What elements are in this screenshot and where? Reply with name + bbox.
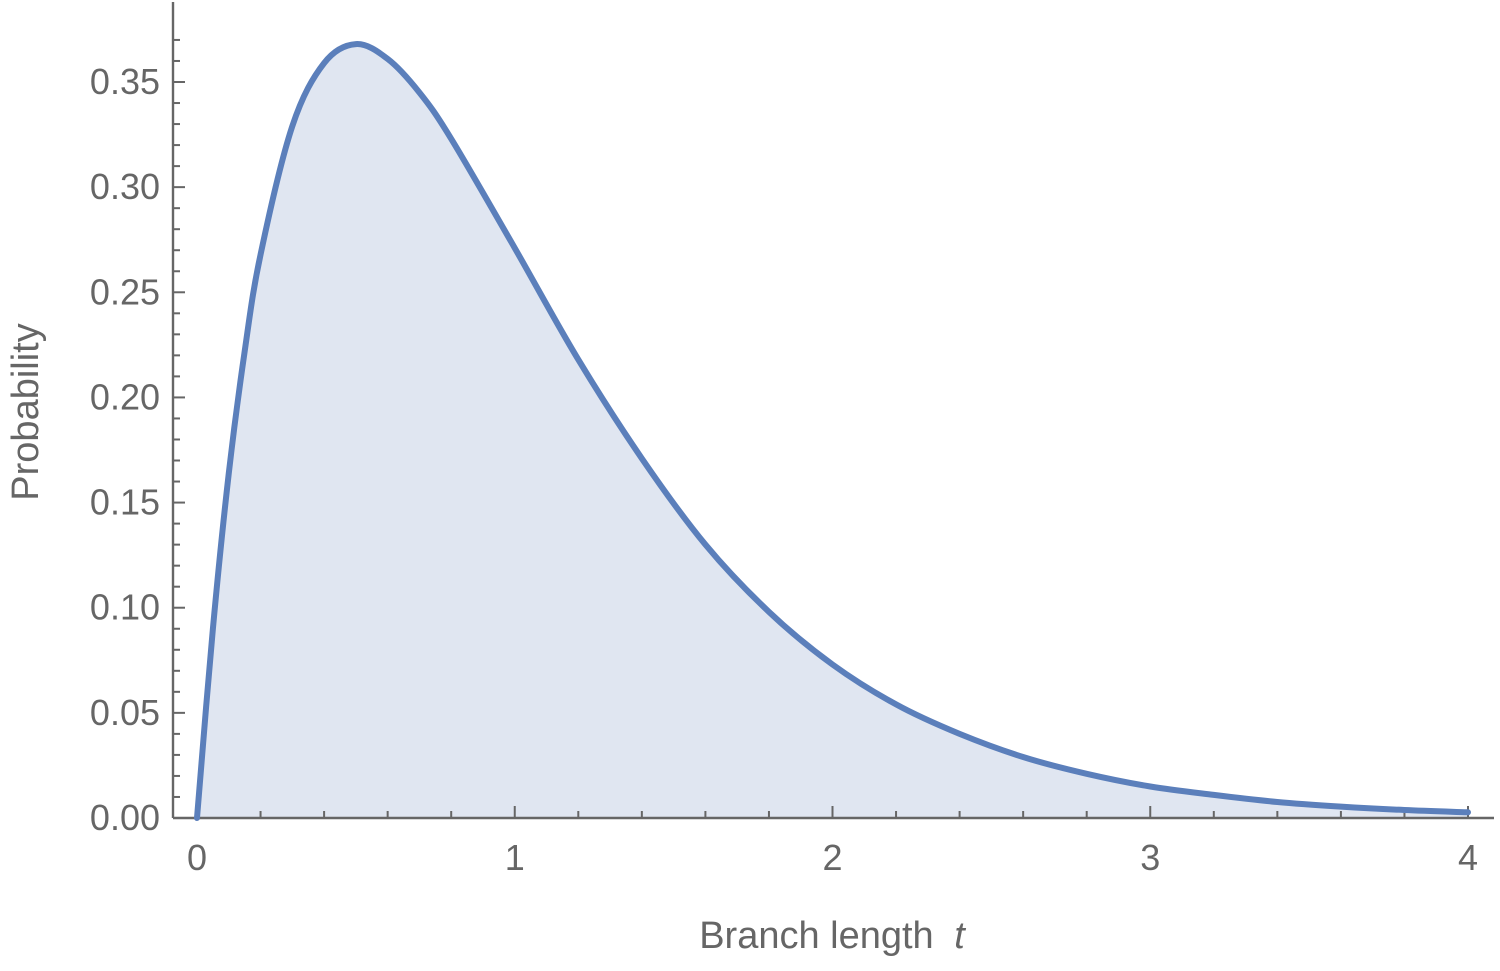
x-tick-label: 3: [1140, 837, 1160, 878]
area-layer: [197, 44, 1468, 818]
x-tick-label: 2: [822, 837, 842, 878]
y-axis-title: Probability: [5, 323, 47, 500]
x-tick-label: 0: [187, 837, 207, 878]
x-axis-title-variable: t: [954, 915, 966, 957]
y-tick-label: 0.35: [90, 61, 160, 102]
x-axis-title: Branch length t: [699, 915, 966, 957]
y-tick-label: 0.15: [90, 482, 160, 523]
area-fill: [197, 44, 1468, 818]
x-axis-title-text: Branch length: [699, 915, 934, 957]
series-line: [194, 41, 1471, 821]
x-tick-label: 1: [505, 837, 525, 878]
ticks: 0 1 2 3 4 0.00 0.05 0.10 0.15 0.20 0.25 0.30 0.35: [90, 38, 1478, 878]
y-tick-label: 0.05: [90, 692, 160, 733]
y-tick-label: 0.20: [90, 376, 160, 417]
x-tick-label: 4: [1458, 837, 1478, 878]
line-layer: [194, 41, 1471, 821]
y-tick-label: 0.30: [90, 166, 160, 207]
y-tick-label: 0.25: [90, 271, 160, 312]
y-tick-label: 0.00: [90, 797, 160, 838]
y-tick-label: 0.10: [90, 587, 160, 628]
